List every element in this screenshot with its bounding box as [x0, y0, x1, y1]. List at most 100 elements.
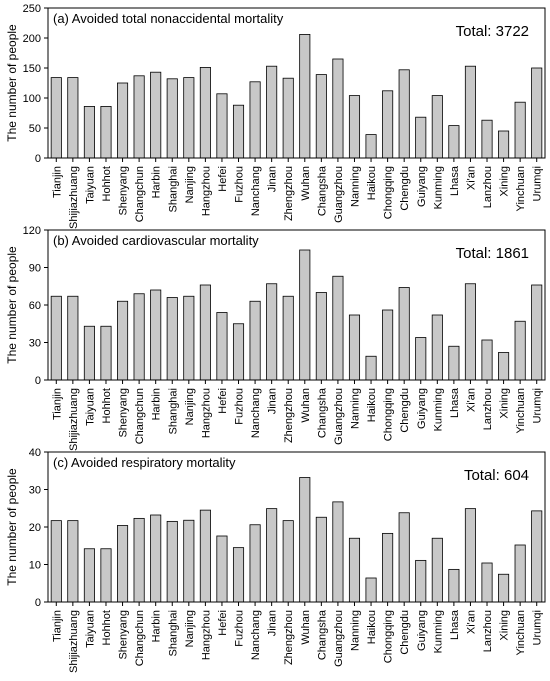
bar-hefei: [216, 312, 228, 381]
x-tick-label: Yinchuan: [515, 610, 527, 655]
bar-nanning: [348, 537, 361, 603]
x-tick-label: Shijiazhuang: [68, 388, 80, 451]
bar-changchun: [133, 75, 145, 159]
panel-title: (b) Avoided cardiovascular mortality: [53, 233, 259, 248]
bar-kunming: [431, 95, 443, 159]
y-tick-label: 0: [35, 153, 41, 165]
x-tick-label: Wuhan: [300, 610, 312, 645]
bar-kunming: [431, 537, 443, 603]
bar-harbin: [150, 289, 162, 381]
x-tick-label: Taiyuan: [84, 166, 96, 204]
x-tick-label: Tianjin: [51, 610, 63, 642]
y-tick-label: 10: [29, 560, 41, 572]
bar-nanchang: [249, 300, 261, 381]
bar-changsha: [315, 516, 327, 603]
x-tick-label: Lhasa: [449, 165, 461, 196]
x-tick-label: Zhengzhou: [283, 610, 295, 665]
x-tick-label: Nanchang: [250, 610, 262, 660]
y-tick-label: 40: [29, 447, 41, 459]
bar-urumqi: [531, 284, 543, 381]
x-tick-label: Tianjin: [51, 166, 63, 198]
x-tick-label: Yinchuan: [515, 388, 527, 433]
bar-changsha: [315, 292, 327, 381]
bar-zhengzhou: [282, 77, 294, 159]
x-tick-label: Guiyang: [416, 388, 428, 429]
x-tick-label: Changchun: [134, 388, 146, 444]
bar-changsha: [315, 74, 327, 159]
y-tick-label: 50: [29, 123, 41, 135]
bar-harbin: [150, 514, 162, 603]
y-tick-label: 30: [29, 485, 41, 497]
x-tick-label: Kunming: [432, 388, 444, 431]
bar-shijiazhuang: [67, 77, 79, 159]
x-tick-label: Zhengzhou: [283, 166, 295, 221]
bar-guangzhou: [332, 58, 344, 159]
bar-taiyuan: [83, 106, 95, 159]
bar-taiyuan: [83, 548, 95, 603]
x-tick-label: Shijiazhuang: [68, 610, 80, 673]
x-tick-label: Taiyuan: [84, 610, 96, 648]
x-tick-label: Yinchuan: [515, 166, 527, 211]
x-tick-label: Hangzhou: [200, 388, 212, 438]
x-tick-label: Hangzhou: [200, 610, 212, 660]
total-label: Total: 3722: [456, 23, 529, 40]
x-tick-label: Wuhan: [300, 166, 312, 201]
x-tick-label: Chengdu: [399, 388, 411, 433]
bar-harbin: [150, 71, 162, 159]
bar-fuzhou: [232, 547, 245, 603]
bar-xining: [498, 352, 510, 381]
bar-xining: [498, 130, 510, 159]
chart-panel-3: 0 10 20 30 40 Tianjin Shijiazhuang Taiyuan Hohho…: [5, 447, 546, 673]
bar-fuzhou: [232, 323, 245, 381]
x-tick-label: Nanchang: [250, 388, 262, 438]
bar-chongqing: [382, 309, 394, 381]
x-tick-label: Guangzhou: [333, 388, 345, 445]
bar-xian: [464, 65, 476, 159]
bar-changchun: [133, 293, 145, 381]
y-tick-label: 60: [29, 300, 41, 312]
y-tick-label: 100: [23, 93, 41, 105]
bar-jinan: [266, 283, 278, 381]
bar-hohhot: [100, 325, 112, 381]
bar-nanjing: [183, 295, 195, 381]
x-tick-label: Haikou: [366, 166, 378, 200]
x-tick-label: Guiyang: [416, 610, 428, 651]
x-tick-label: Haikou: [366, 610, 378, 644]
bar-lanzhou: [481, 562, 493, 603]
bar-guiyang: [415, 559, 427, 603]
x-tick-label: Jinan: [267, 388, 279, 414]
x-tick-label: Chengdu: [399, 166, 411, 211]
x-tick-label: Shanghai: [167, 388, 179, 435]
x-tick-label: Nanning: [349, 610, 361, 651]
x-tick-label: Urumqi: [532, 610, 544, 645]
x-tick-label: Shenyang: [118, 610, 130, 660]
x-tick-label: Fuzhou: [234, 388, 246, 425]
x-tick-label: Chengdu: [399, 610, 411, 655]
x-tick-label: Shenyang: [118, 388, 130, 438]
y-tick-label: 30: [29, 338, 41, 350]
x-tick-label: Hefei: [217, 166, 229, 192]
x-tick-label: Jinan: [267, 166, 279, 192]
bar-kunming: [431, 314, 443, 381]
x-tick-label: Shanghai: [167, 610, 179, 657]
bar-yinchuan: [514, 101, 526, 159]
x-tick-label: Hefei: [217, 388, 229, 414]
x-tick-label: Urumqi: [532, 388, 544, 423]
x-tick-label: Changchun: [134, 610, 146, 666]
chart-panel-1: 0 50 100 150 200 250 Tianjin Shijiazhuang Taiyua…: [5, 3, 546, 229]
bar-urumqi: [531, 67, 543, 159]
x-tick-label: Nanjing: [184, 166, 196, 203]
x-tick-label: Chongqing: [383, 166, 395, 219]
y-tick-label: 20: [29, 522, 41, 534]
x-tick-label: Kunming: [432, 166, 444, 209]
x-tick-label: Kunming: [432, 610, 444, 653]
x-tick-label: Xi'an: [465, 388, 477, 412]
x-tick-label: Jinan: [267, 610, 279, 636]
y-tick-label: 90: [29, 263, 41, 275]
y-axis-label: The number of people: [5, 468, 19, 586]
bar-nanjing: [183, 519, 195, 603]
x-tick-label: Wuhan: [300, 388, 312, 423]
bar-lhasa: [448, 345, 460, 381]
bar-chengdu: [398, 287, 410, 381]
